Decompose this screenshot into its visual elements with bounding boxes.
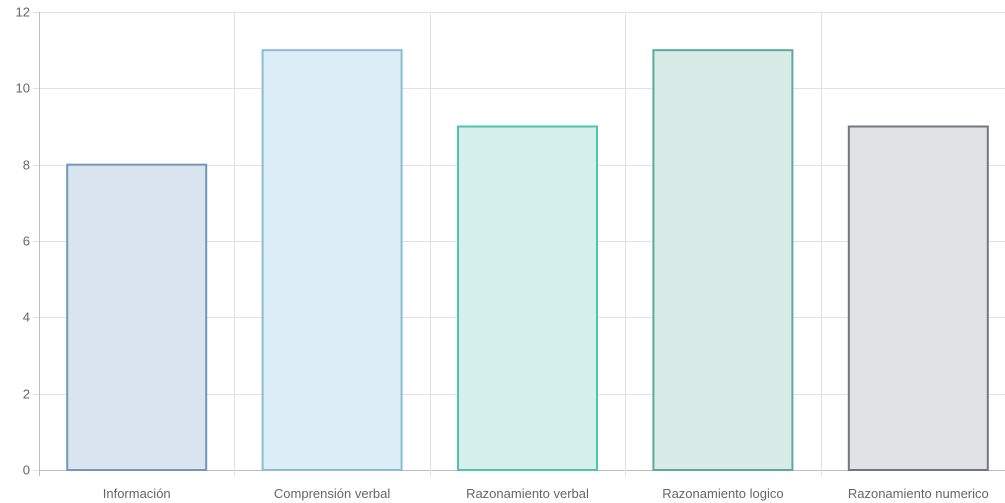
x-tick-label: Razonamiento verbal	[466, 486, 589, 501]
bar-razonamiento-verbal	[457, 125, 598, 471]
y-axis-tick-labels: 0 2 4 6 8 10 12	[16, 5, 30, 478]
y-tick-label: 0	[23, 463, 30, 478]
x-tick-label: Comprensión verbal	[274, 486, 390, 501]
y-tick-label: 12	[16, 5, 30, 20]
y-tick-label: 6	[23, 234, 30, 249]
x-axis-tick-labels: Información Comprensión verbal Razonamient…	[103, 486, 989, 501]
bars	[66, 49, 989, 472]
bar-informacion	[66, 163, 208, 472]
y-tick-label: 8	[23, 158, 30, 173]
x-tick-label: Información	[103, 486, 171, 501]
x-tick-label: Razonamiento logico	[662, 486, 783, 501]
bar-comprension-verbal	[261, 49, 403, 472]
y-tick-label: 10	[16, 81, 30, 96]
y-tick-label: 4	[23, 310, 30, 325]
x-tick-label: Razonamiento numerico	[848, 486, 989, 501]
y-tick-label: 2	[23, 387, 30, 402]
bar-razonamiento-numerico	[847, 125, 989, 471]
bar-razonamiento-logico	[652, 49, 794, 472]
